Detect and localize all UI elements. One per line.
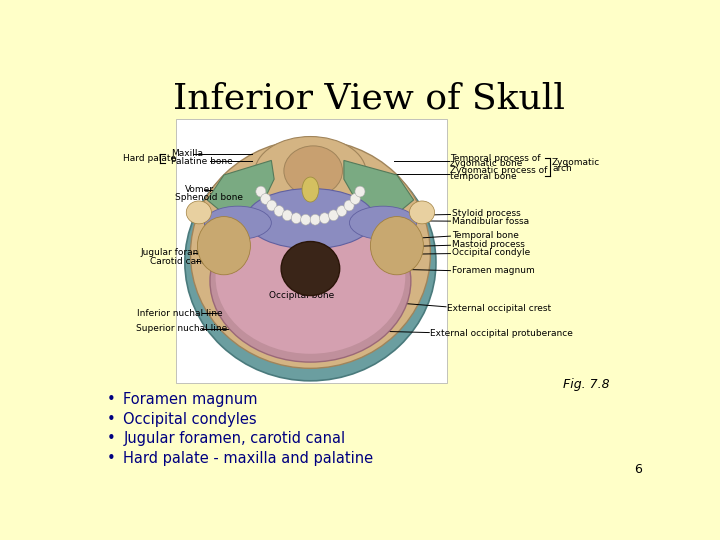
Text: arch: arch	[552, 164, 572, 173]
Text: Palatine bone: Palatine bone	[171, 157, 233, 166]
Ellipse shape	[197, 217, 251, 275]
Ellipse shape	[185, 144, 436, 381]
Ellipse shape	[350, 193, 360, 204]
Text: Foramen magnum: Foramen magnum	[124, 392, 258, 407]
Ellipse shape	[302, 177, 319, 202]
Text: Jugular foramen, carotid canal: Jugular foramen, carotid canal	[124, 431, 346, 446]
Text: temporal bone: temporal bone	[450, 172, 516, 181]
Text: Temporal process of: Temporal process of	[450, 154, 541, 163]
Ellipse shape	[190, 140, 431, 368]
Ellipse shape	[282, 210, 292, 221]
Text: Inferior nuchal line: Inferior nuchal line	[138, 309, 223, 318]
Ellipse shape	[255, 137, 366, 210]
Ellipse shape	[328, 210, 338, 221]
Ellipse shape	[344, 200, 354, 211]
Ellipse shape	[256, 186, 266, 197]
Text: Foramen magnum: Foramen magnum	[451, 266, 534, 275]
Text: •: •	[107, 392, 115, 407]
Text: Styloid process: Styloid process	[451, 209, 521, 218]
Text: External occipital crest: External occipital crest	[447, 303, 552, 313]
Text: •: •	[107, 431, 115, 446]
Ellipse shape	[310, 214, 320, 225]
Polygon shape	[344, 160, 414, 221]
Text: Hard palate: Hard palate	[124, 154, 176, 163]
Text: Zygomatic: Zygomatic	[552, 158, 600, 167]
Ellipse shape	[355, 186, 365, 197]
Text: Fig. 7.8: Fig. 7.8	[563, 379, 610, 392]
Ellipse shape	[204, 206, 271, 239]
Text: Mandibular fossa: Mandibular fossa	[451, 217, 528, 226]
Ellipse shape	[281, 241, 340, 295]
Text: Temporal bone: Temporal bone	[451, 231, 518, 240]
Ellipse shape	[291, 213, 301, 224]
Text: •: •	[107, 451, 115, 465]
Ellipse shape	[215, 200, 405, 354]
Text: zygomatic bone: zygomatic bone	[450, 159, 522, 168]
Polygon shape	[207, 160, 274, 221]
Ellipse shape	[320, 213, 330, 224]
Text: Vomer: Vomer	[185, 185, 214, 194]
Text: Zygomatic process of: Zygomatic process of	[450, 166, 547, 176]
Ellipse shape	[337, 206, 347, 217]
Ellipse shape	[266, 200, 276, 211]
Text: Occipital condyles: Occipital condyles	[124, 411, 257, 427]
Ellipse shape	[370, 217, 423, 275]
Text: Maxilla: Maxilla	[171, 149, 203, 158]
Ellipse shape	[274, 206, 284, 217]
FancyBboxPatch shape	[176, 119, 447, 383]
Text: 6: 6	[634, 463, 642, 476]
Text: Superior nuchal line: Superior nuchal line	[136, 325, 227, 333]
Text: Inferior View of Skull: Inferior View of Skull	[173, 82, 565, 116]
Text: Jugular foramen: Jugular foramen	[140, 248, 213, 257]
Ellipse shape	[284, 146, 343, 196]
Ellipse shape	[261, 193, 271, 204]
Ellipse shape	[301, 214, 310, 225]
Text: •: •	[107, 411, 115, 427]
Text: Carotid canal: Carotid canal	[150, 257, 210, 266]
Ellipse shape	[210, 200, 411, 362]
Ellipse shape	[186, 201, 212, 224]
Ellipse shape	[349, 206, 416, 239]
Text: Mastoid process: Mastoid process	[451, 240, 524, 249]
Text: Occipital condyle: Occipital condyle	[451, 248, 530, 257]
Text: Sphenoid bone: Sphenoid bone	[176, 193, 243, 202]
Text: Occipital bone: Occipital bone	[269, 291, 335, 300]
Ellipse shape	[410, 201, 435, 224]
Text: Hard palate - maxilla and palatine: Hard palate - maxilla and palatine	[124, 451, 374, 465]
Text: External occipital protuberance: External occipital protuberance	[431, 329, 573, 338]
Ellipse shape	[246, 188, 374, 249]
